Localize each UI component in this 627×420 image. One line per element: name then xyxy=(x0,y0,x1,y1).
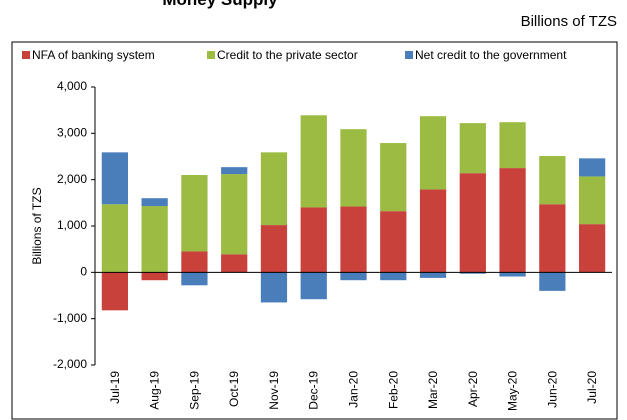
x-tick-label: Nov-19 xyxy=(267,371,281,410)
bar-segment xyxy=(260,152,288,226)
bar-segment xyxy=(578,224,606,273)
bar-segment xyxy=(499,122,526,169)
bar-segment xyxy=(141,272,168,281)
x-tick-label: Aug-19 xyxy=(148,371,162,410)
legend-label: NFA of banking system xyxy=(32,48,155,62)
bar-segment xyxy=(181,251,208,273)
bar-segment xyxy=(539,204,566,273)
x-tick-label: Mar-20 xyxy=(426,371,440,409)
legend-label: Credit to the private sector xyxy=(217,48,358,62)
bar-segment xyxy=(141,198,168,207)
bar-segment xyxy=(380,211,407,273)
y-tick-label: 2,000 xyxy=(57,172,87,186)
bar-segment xyxy=(181,175,208,252)
bar-segment xyxy=(499,168,526,273)
bar-segment xyxy=(221,167,248,175)
bar-segment xyxy=(221,254,248,273)
x-tick-label: Sep-19 xyxy=(187,371,201,410)
x-tick-label: Jun-20 xyxy=(545,371,559,408)
bar-segment xyxy=(340,206,367,273)
y-tick-label: 3,000 xyxy=(57,126,87,140)
bar-segment xyxy=(181,272,208,286)
x-tick-label: Apr-20 xyxy=(466,371,480,407)
bar-segment xyxy=(578,176,606,225)
y-tick-label: 0 xyxy=(80,265,87,279)
x-tick-label: Jul-19 xyxy=(108,371,122,404)
chart-title: Money Supply xyxy=(162,0,278,9)
bar-segment xyxy=(419,272,447,278)
bar-segment xyxy=(101,272,129,311)
bar-segment xyxy=(459,272,486,274)
bar-segment xyxy=(221,174,248,255)
x-tick-label: Dec-19 xyxy=(307,371,321,410)
y-axis-label: Billions of TZS xyxy=(30,187,44,264)
bar-segment xyxy=(101,204,129,273)
x-tick-label: Jul-20 xyxy=(585,371,599,404)
x-tick-label: Jan-20 xyxy=(347,371,361,408)
bar-segment xyxy=(459,173,486,273)
bar-segment xyxy=(300,207,327,273)
legend-label: Net credit to the government xyxy=(415,48,567,62)
bar-segment xyxy=(141,206,168,273)
bar-segment xyxy=(300,272,327,300)
bar-segment xyxy=(499,272,526,277)
x-tick-label: Feb-20 xyxy=(386,371,400,409)
bar-segment xyxy=(419,189,447,273)
bar-segment xyxy=(539,272,566,291)
bar-segment xyxy=(340,129,367,207)
bar-segment xyxy=(380,272,407,281)
bar-segment xyxy=(260,272,288,303)
x-tick-label: Oct-19 xyxy=(227,371,241,407)
bar-segment xyxy=(539,156,566,205)
subtitle: Billions of TZS xyxy=(521,13,617,30)
bar-segment xyxy=(300,115,327,208)
y-tick-label: 4,000 xyxy=(57,79,87,93)
bar-segment xyxy=(380,143,407,212)
bar-segment xyxy=(101,152,129,205)
bar-segment xyxy=(340,272,367,281)
bar-segment xyxy=(578,158,606,177)
y-tick-label: 1,000 xyxy=(57,218,87,232)
y-tick-label: -1,000 xyxy=(53,311,87,325)
bar-segment xyxy=(459,123,486,174)
bar-segment xyxy=(419,116,447,190)
x-tick-label: May-20 xyxy=(506,371,520,411)
y-tick-label: -2,000 xyxy=(53,357,87,371)
bar-segment xyxy=(260,225,288,273)
legend-swatch xyxy=(405,51,413,59)
legend-swatch xyxy=(207,51,215,59)
chart-frame xyxy=(11,41,618,420)
legend-swatch xyxy=(22,51,30,59)
